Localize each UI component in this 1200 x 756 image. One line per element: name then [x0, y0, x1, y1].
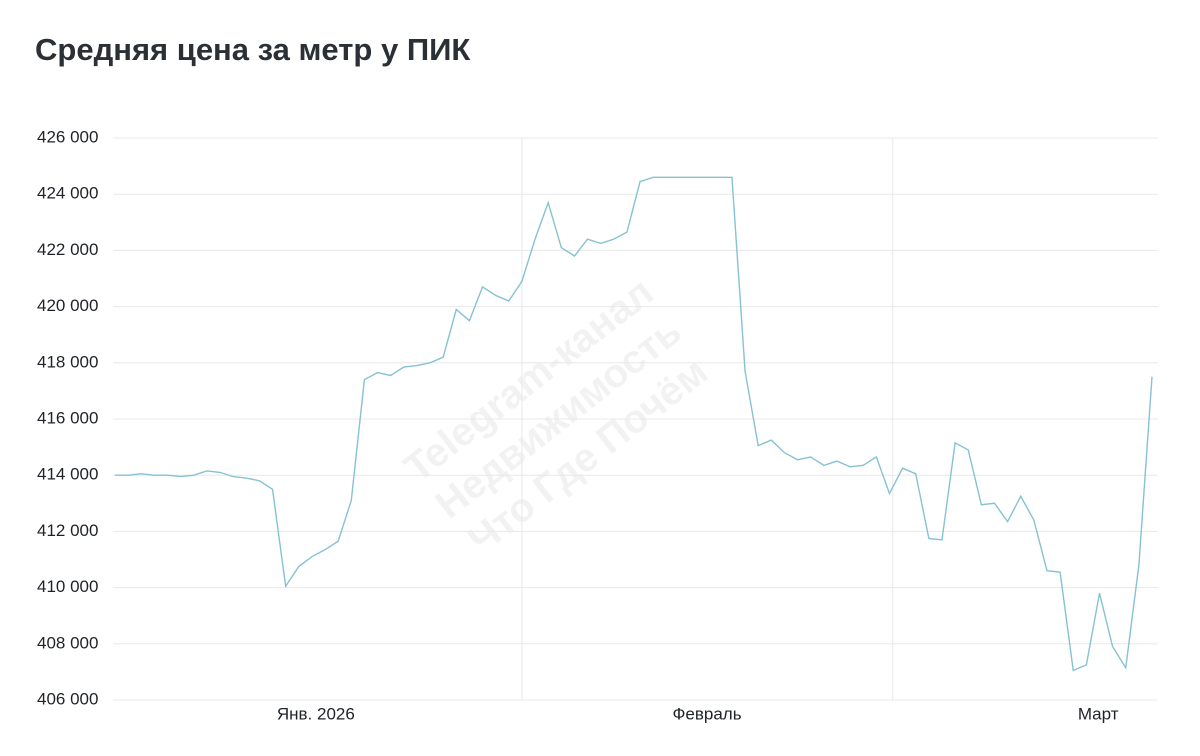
line — [115, 176, 1153, 672]
y-tick-label: 424 000 — [37, 184, 98, 203]
y-tick-label: 414 000 — [37, 465, 98, 484]
x-tick-label: Февраль — [672, 704, 741, 723]
y-tick-label: 420 000 — [37, 296, 98, 315]
y-tick-label: 406 000 — [37, 689, 98, 708]
y-tick-label: 416 000 — [37, 408, 98, 427]
chart-title: Средняя цена за метр у ПИК — [35, 32, 470, 67]
y-tick-label: 422 000 — [37, 240, 98, 259]
y-tick-label: 412 000 — [37, 521, 98, 540]
y-tick-label: 410 000 — [37, 577, 98, 596]
y-tick-label: 418 000 — [37, 352, 98, 371]
x-tick-label: Янв. 2026 — [277, 704, 355, 723]
x-tick-label: Март — [1078, 704, 1119, 723]
y-tick-label: 426 000 — [37, 127, 98, 146]
y-tick-label: 408 000 — [37, 633, 98, 652]
